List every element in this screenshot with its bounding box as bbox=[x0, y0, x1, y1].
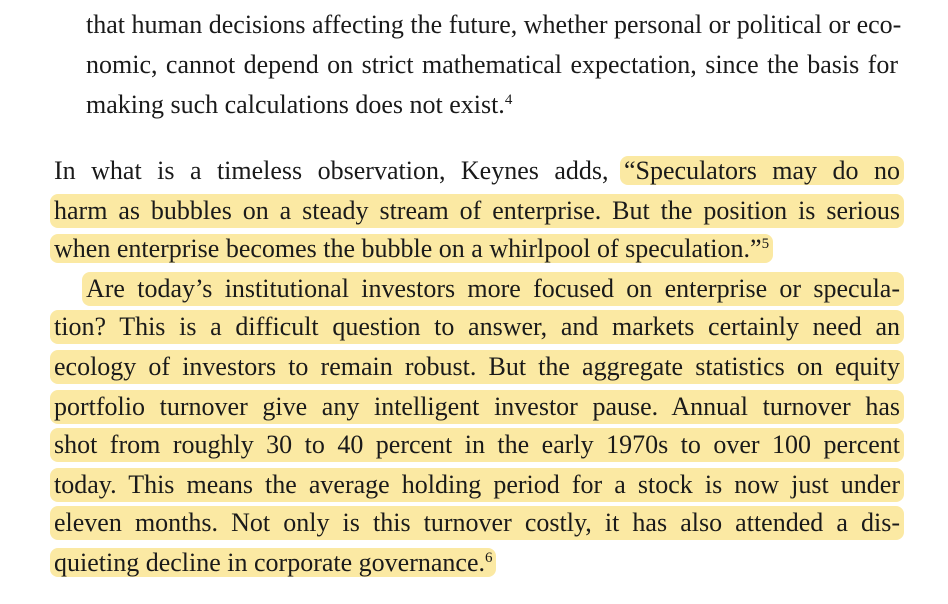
highlighted-text: shot from roughly 30 to 40 percent in th… bbox=[50, 428, 904, 462]
quote-line: that human decisions affecting the futur… bbox=[86, 10, 902, 39]
highlighted-text: harm as bubbles on a steady stream of en… bbox=[50, 194, 904, 228]
paragraph-line: tion? This is a difficult question to an… bbox=[50, 310, 904, 344]
highlighted-text: tion? This is a difficult question to an… bbox=[50, 310, 904, 344]
paragraph-line: quieting decline in corporate governance… bbox=[50, 546, 900, 580]
paragraph-line-plain: In what is a timeless observation, Keyne… bbox=[54, 156, 624, 185]
highlighted-text: when enterprise becomes the bubble on a … bbox=[50, 234, 774, 263]
highlighted-text: “Speculators may do no bbox=[619, 156, 904, 185]
paragraph-line: In what is a timeless observation, Keyne… bbox=[54, 154, 904, 188]
footnote-marker: 5 bbox=[761, 236, 770, 252]
paragraph-line: eleven months. Not only is this turnover… bbox=[50, 506, 904, 540]
quote-line: making such calculations does not exist.… bbox=[86, 88, 898, 122]
highlighted-text-content: quieting decline in corporate governance… bbox=[54, 548, 485, 577]
paragraph-line: harm as bubbles on a steady stream of en… bbox=[50, 194, 904, 228]
highlighted-text: quieting decline in corporate governance… bbox=[50, 548, 497, 577]
paragraph-line: portfolio turnover give any intelligent … bbox=[50, 390, 904, 424]
highlighted-text: eleven months. Not only is this turnover… bbox=[50, 506, 904, 540]
paragraph-line: today. This means the average holding pe… bbox=[50, 468, 904, 502]
highlighted-text-content: when enterprise becomes the bubble on a … bbox=[54, 234, 762, 263]
paragraph-line: Are today’s institutional investors more… bbox=[82, 272, 904, 306]
highlighted-text: Are today’s institutional investors more… bbox=[82, 272, 904, 306]
quote-line: nomic, cannot depend on strict mathemati… bbox=[86, 50, 898, 79]
paragraph-line: when enterprise becomes the bubble on a … bbox=[50, 232, 900, 266]
highlighted-text: portfolio turnover give any intelligent … bbox=[50, 390, 904, 424]
footnote-marker: 6 bbox=[484, 550, 493, 566]
highlighted-text: ecology of investors to remain robust. B… bbox=[50, 350, 904, 384]
highlighted-text: today. This means the average holding pe… bbox=[50, 468, 904, 502]
footnote-marker: 4 bbox=[504, 92, 513, 108]
quote-line-text: making such calculations does not exist. bbox=[86, 90, 505, 119]
paragraph-line: ecology of investors to remain robust. B… bbox=[50, 350, 904, 384]
paragraph-line: shot from roughly 30 to 40 percent in th… bbox=[50, 428, 904, 462]
